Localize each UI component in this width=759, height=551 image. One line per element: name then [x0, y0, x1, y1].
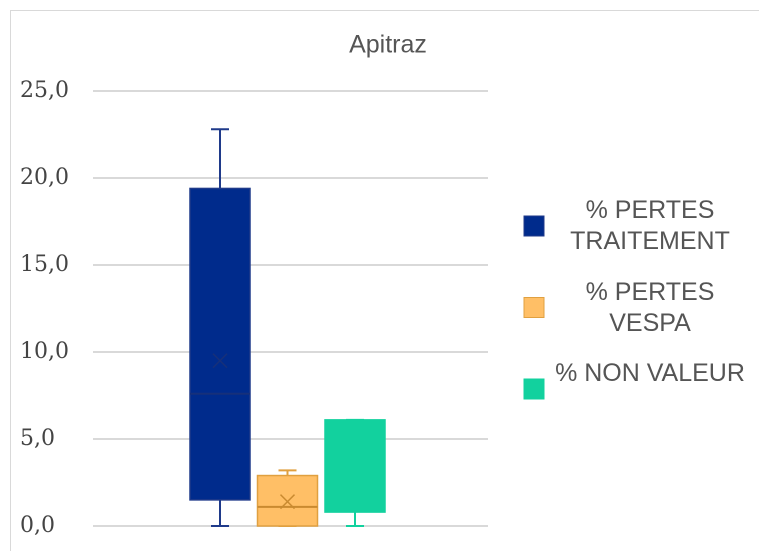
- y-tick-label: 5,0: [20, 426, 55, 451]
- mean-marker: [279, 494, 296, 510]
- chart-frame: [10, 10, 759, 551]
- box: [189, 187, 251, 501]
- y-tick-label: 20,0: [20, 165, 69, 190]
- legend-swatch: [523, 378, 545, 400]
- y-tick-label: 15,0: [20, 252, 69, 277]
- legend-label: % PERTES TRAITEMENT: [570, 196, 730, 255]
- y-tick-label: 0,0: [20, 513, 55, 538]
- legend-swatch: [523, 215, 545, 237]
- legend-label: % NON VALEUR: [555, 359, 745, 387]
- y-tick-label: 10,0: [20, 339, 69, 364]
- y-tick-label: 25,0: [20, 78, 69, 103]
- chart-title: Apitraz: [349, 31, 427, 59]
- mean-marker: [212, 353, 228, 369]
- legend-label: % PERTES VESPA: [585, 277, 715, 337]
- box: [324, 419, 386, 513]
- legend-swatch: [523, 297, 545, 318]
